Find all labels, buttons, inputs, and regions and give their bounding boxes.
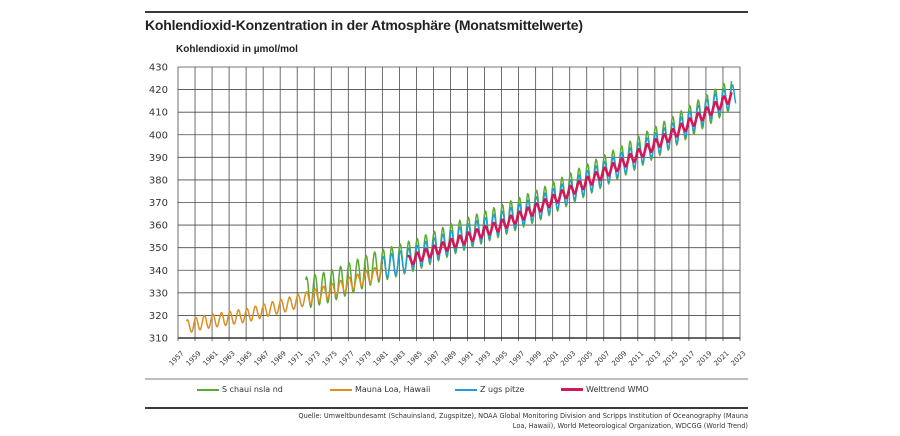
legend-label: Mauna Loa, Hawaii: [355, 385, 431, 394]
y-axis-label: Kohlendioxid in µmol/mol: [176, 44, 298, 55]
x-tick-label: 2015: [661, 349, 679, 367]
x-tick-label: 1965: [236, 349, 254, 367]
legend-swatch: [330, 388, 352, 391]
x-tick-label: 1975: [321, 349, 339, 367]
series-line-zugspitze: [381, 83, 737, 279]
y-tick-label: 360: [149, 221, 168, 232]
y-tick-labels: 310 320 330 340 350 360 370 380 390 400 410 420 430: [149, 63, 168, 345]
y-tick-label: 380: [149, 175, 168, 186]
grid: [177, 66, 741, 341]
legend-item-schauinsland: S chaui nsla nd: [197, 385, 283, 394]
legend-label: Welttrend WMO: [586, 385, 649, 394]
legend-swatch: [455, 388, 477, 391]
x-tick-label: 1999: [525, 349, 543, 367]
x-tick-label: 1993: [474, 349, 492, 367]
x-tick-label: 2019: [695, 349, 713, 367]
legend-item-zugspitze: Z ugs pitze: [455, 385, 524, 394]
legend: S chaui nsla nd Mauna Loa, Hawaii Z ugs …: [145, 385, 748, 399]
x-tick-label: 1957: [167, 349, 185, 367]
x-tick-label: 1979: [355, 349, 373, 367]
x-tick-label: 1963: [219, 349, 237, 367]
x-tick-label: 2001: [542, 349, 560, 367]
x-tick-label: 2009: [610, 349, 628, 367]
y-tick-label: 410: [149, 108, 168, 119]
x-tick-label: 1973: [304, 349, 322, 367]
legend-top-rule: [145, 378, 748, 380]
x-tick-label: 1995: [491, 349, 509, 367]
x-tick-label: 2013: [644, 349, 662, 367]
x-tick-label: 1967: [253, 349, 271, 367]
x-tick-label: 1961: [202, 349, 220, 367]
x-tick-label: 1981: [372, 349, 390, 367]
x-tick-label: 1969: [270, 349, 288, 367]
x-tick-label: 1971: [287, 349, 305, 367]
y-tick-label: 390: [149, 153, 168, 164]
x-tick-label: 1959: [184, 349, 202, 367]
x-tick-label: 2021: [712, 349, 730, 367]
x-tick-label: 2005: [576, 349, 594, 367]
legend-label: Z ugs pitze: [480, 385, 525, 394]
legend-bottom-rule: [145, 407, 748, 409]
y-tick-label: 430: [149, 63, 168, 74]
x-tick-label: 2007: [593, 349, 611, 367]
x-tick-label: 2017: [678, 349, 696, 367]
series-line-schauinsland: [304, 81, 733, 309]
y-tick-label: 370: [149, 198, 168, 209]
x-tick-label: 1985: [406, 349, 424, 367]
legend-item-wmo: Welttrend WMO: [561, 385, 649, 394]
x-tick-label: 1991: [457, 349, 475, 367]
chart-canvas: 310320330340350360370380390400410420430 …: [149, 63, 748, 368]
y-tick-label: 330: [149, 288, 168, 299]
y-tick-label: 350: [149, 243, 168, 254]
legend-swatch: [561, 388, 583, 391]
x-tick-label: 1987: [423, 349, 441, 367]
y-tick-label: 310: [149, 334, 168, 345]
x-tick-label: 2003: [559, 349, 577, 367]
x-tick-label: 1977: [338, 349, 356, 367]
x-tick-label: 1983: [389, 349, 407, 367]
y-tick-label: 320: [149, 311, 168, 322]
series-line-wmo: [406, 91, 733, 266]
y-tick-label: 420: [149, 85, 168, 96]
x-tick-label: 1997: [508, 349, 526, 367]
source-note: Quelle: Umweltbundesamt (Schauinsland, Z…: [298, 412, 748, 430]
x-tick-label: 2023: [729, 349, 747, 367]
legend-label: S chaui nsla nd: [222, 385, 283, 394]
y-tick-label: 400: [149, 130, 168, 141]
y-tick-label: 340: [149, 266, 168, 277]
series-lines: [185, 81, 737, 333]
series-line-mauna_loa: [185, 264, 384, 333]
chart-title: Kohlendioxid-Konzentration in der Atmosp…: [145, 17, 583, 33]
legend-item-mauna-loa: Mauna Loa, Hawaii: [330, 385, 430, 394]
x-tick-labels: 1957195919611963196519671969197119731975…: [167, 349, 747, 367]
top-rule: [145, 11, 748, 13]
x-tick-label: 1989: [440, 349, 458, 367]
x-tick-label: 2011: [627, 349, 645, 367]
legend-swatch: [197, 388, 219, 391]
